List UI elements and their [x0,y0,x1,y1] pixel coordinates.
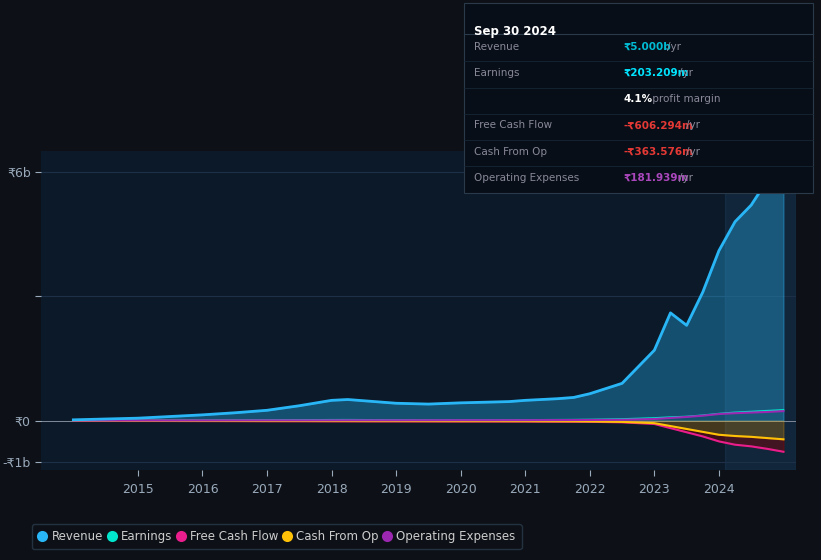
Legend: Revenue, Earnings, Free Cash Flow, Cash From Op, Operating Expenses: Revenue, Earnings, Free Cash Flow, Cash … [32,524,521,549]
Text: Earnings: Earnings [474,68,519,78]
Text: ₹5.000b: ₹5.000b [624,42,672,52]
Text: /yr: /yr [680,172,694,183]
Text: /yr: /yr [686,147,699,157]
Text: Free Cash Flow: Free Cash Flow [474,120,552,130]
Text: -₹606.294m: -₹606.294m [624,120,694,130]
Text: 4.1%: 4.1% [624,94,653,104]
Text: Operating Expenses: Operating Expenses [474,172,579,183]
Text: /yr: /yr [680,68,694,78]
Text: Sep 30 2024: Sep 30 2024 [474,25,556,38]
Text: /yr: /yr [667,42,681,52]
Text: Cash From Op: Cash From Op [474,147,547,157]
Bar [726,151,796,470]
Text: ₹203.209m: ₹203.209m [624,68,690,78]
Text: /yr: /yr [686,120,699,130]
Text: Revenue: Revenue [474,42,519,52]
Text: profit margin: profit margin [649,94,720,104]
Text: ₹181.939m: ₹181.939m [624,172,690,183]
Text: -₹363.576m: -₹363.576m [624,147,694,157]
